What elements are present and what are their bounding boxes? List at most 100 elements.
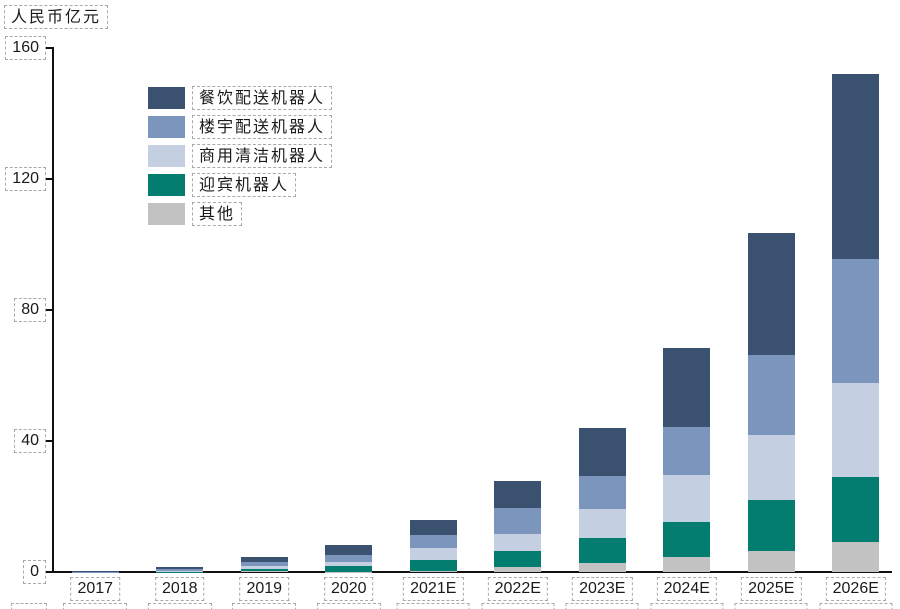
bar-segment-楼宇配送机器人 xyxy=(578,476,626,510)
y-axis-tick-label-wrap: 80 xyxy=(14,298,46,322)
bar-segment-楼宇配送机器人 xyxy=(663,426,711,476)
bar-segment-餐饮配送机器人 xyxy=(240,556,288,563)
x-axis-label-wrap: 2020 xyxy=(323,577,374,601)
x-axis-label: 2022E xyxy=(487,577,548,601)
annotation-box-cropped xyxy=(232,603,297,609)
annotation-box-cropped xyxy=(11,603,47,609)
y-axis-tick xyxy=(45,571,52,573)
bar-segment-楼宇配送机器人 xyxy=(240,562,288,566)
bar-segment-楼宇配送机器人 xyxy=(832,258,880,384)
bar-segment-迎宾机器人 xyxy=(240,569,288,572)
bar-segment-迎宾机器人 xyxy=(409,559,457,571)
annotation-box-cropped xyxy=(316,603,381,609)
y-axis-tick-label: 40 xyxy=(14,429,46,453)
bar-segment-商用清洁机器人 xyxy=(494,534,542,552)
bar-segment-其他 xyxy=(663,556,711,572)
bar-segment-其他 xyxy=(240,571,288,572)
x-axis-label-wrap: 2021E xyxy=(403,577,464,601)
bar-segment-餐饮配送机器人 xyxy=(156,567,204,570)
y-axis-tick xyxy=(45,309,52,311)
legend: 餐饮配送机器人 楼宇配送机器人商用清洁机器人迎宾机器人其他 xyxy=(148,86,333,232)
bar-segment-餐饮配送机器人 xyxy=(578,427,626,477)
y-axis-tick-label-wrap: 40 xyxy=(14,429,46,453)
bar-column-2017 xyxy=(71,571,119,572)
bar-segment-楼宇配送机器人 xyxy=(747,354,795,436)
y-axis-tick-label-wrap: 120 xyxy=(5,167,46,191)
annotation-box-cropped xyxy=(650,603,724,609)
annotation-box-cropped xyxy=(63,603,128,609)
bar-column-2024E xyxy=(663,348,711,572)
legend-label: 楼宇配送机器人 xyxy=(192,115,333,139)
y-axis-line xyxy=(52,47,54,573)
legend-label: 其他 xyxy=(192,202,243,226)
x-axis-label-wrap: 2023E xyxy=(572,577,633,601)
x-axis-label: 2017 xyxy=(70,577,121,601)
y-axis-tick xyxy=(45,440,52,442)
annotation-box-cropped xyxy=(147,603,212,609)
bar-segment-餐饮配送机器人 xyxy=(494,481,542,509)
y-axis-tick-label-wrap: 0 xyxy=(23,560,46,584)
bar-segment-餐饮配送机器人 xyxy=(71,571,119,572)
x-axis-label: 2025E xyxy=(741,577,802,601)
bar-segment-其他 xyxy=(832,541,880,572)
bar-segment-商用清洁机器人 xyxy=(325,561,373,567)
x-axis-label-wrap: 2019 xyxy=(239,577,290,601)
bar-segment-餐饮配送机器人 xyxy=(747,233,795,355)
bar-column-2018 xyxy=(156,567,204,572)
y-axis-tick-label-wrap: 160 xyxy=(5,36,46,60)
bar-segment-迎宾机器人 xyxy=(325,566,373,572)
bar-segment-楼宇配送机器人 xyxy=(325,554,373,562)
x-axis-label-wrap: 2026E xyxy=(825,577,886,601)
annotation-box-cropped xyxy=(396,603,470,609)
bar-segment-商用清洁机器人 xyxy=(747,435,795,500)
bar-segment-餐饮配送机器人 xyxy=(409,520,457,536)
legend-label: 迎宾机器人 xyxy=(192,173,297,197)
bar-segment-商用清洁机器人 xyxy=(409,547,457,560)
annotation-box-cropped xyxy=(481,603,555,609)
bar-segment-楼宇配送机器人 xyxy=(409,535,457,548)
bar-segment-商用清洁机器人 xyxy=(156,571,204,572)
annotation-box-cropped xyxy=(565,603,639,609)
bar-segment-楼宇配送机器人 xyxy=(494,508,542,535)
y-axis-tick-label: 0 xyxy=(23,560,46,584)
bar-segment-其他 xyxy=(747,551,795,572)
bar-segment-迎宾机器人 xyxy=(747,499,795,552)
bar-segment-商用清洁机器人 xyxy=(240,565,288,570)
bar-segment-餐饮配送机器人 xyxy=(832,74,880,259)
x-axis-label: 2023E xyxy=(572,577,633,601)
bar-segment-其他 xyxy=(578,563,626,572)
legend-item: 迎宾机器人 xyxy=(148,173,332,197)
legend-label: 餐饮配送机器人 xyxy=(192,86,333,110)
legend-swatch xyxy=(148,203,185,225)
legend-item: 商用清洁机器人 xyxy=(148,144,333,168)
x-axis-label-wrap: 2018 xyxy=(154,577,205,601)
annotation-box-cropped xyxy=(819,603,893,609)
bar-segment-餐饮配送机器人 xyxy=(325,544,373,555)
x-axis-label: 2026E xyxy=(825,577,886,601)
bar-segment-迎宾机器人 xyxy=(832,477,880,542)
y-axis-tick xyxy=(45,47,52,49)
x-axis-line xyxy=(52,571,892,573)
bar-column-2022E xyxy=(494,481,542,572)
x-axis-label: 2024E xyxy=(656,577,717,601)
x-axis-label: 2018 xyxy=(154,577,205,601)
x-axis-label: 2021E xyxy=(403,577,464,601)
legend-item: 餐饮配送机器人 xyxy=(148,86,333,110)
bar-segment-迎宾机器人 xyxy=(494,551,542,568)
x-axis-label-wrap: 2022E xyxy=(487,577,548,601)
y-axis-tick-label: 160 xyxy=(5,36,46,60)
legend-swatch xyxy=(148,145,185,167)
bar-column-2026E xyxy=(832,74,880,572)
legend-item: 楼宇配送机器人 xyxy=(148,115,333,139)
bar-column-2020 xyxy=(325,544,373,572)
x-axis-label-wrap: 2024E xyxy=(656,577,717,601)
bar-segment-商用清洁机器人 xyxy=(578,509,626,538)
bar-segment-商用清洁机器人 xyxy=(663,475,711,522)
legend-swatch xyxy=(148,174,185,196)
bar-column-2019 xyxy=(240,556,288,572)
annotation-box-cropped xyxy=(734,603,808,609)
x-axis-label: 2019 xyxy=(239,577,290,601)
x-axis-label-wrap: 2025E xyxy=(741,577,802,601)
x-axis-label: 2020 xyxy=(323,577,374,601)
